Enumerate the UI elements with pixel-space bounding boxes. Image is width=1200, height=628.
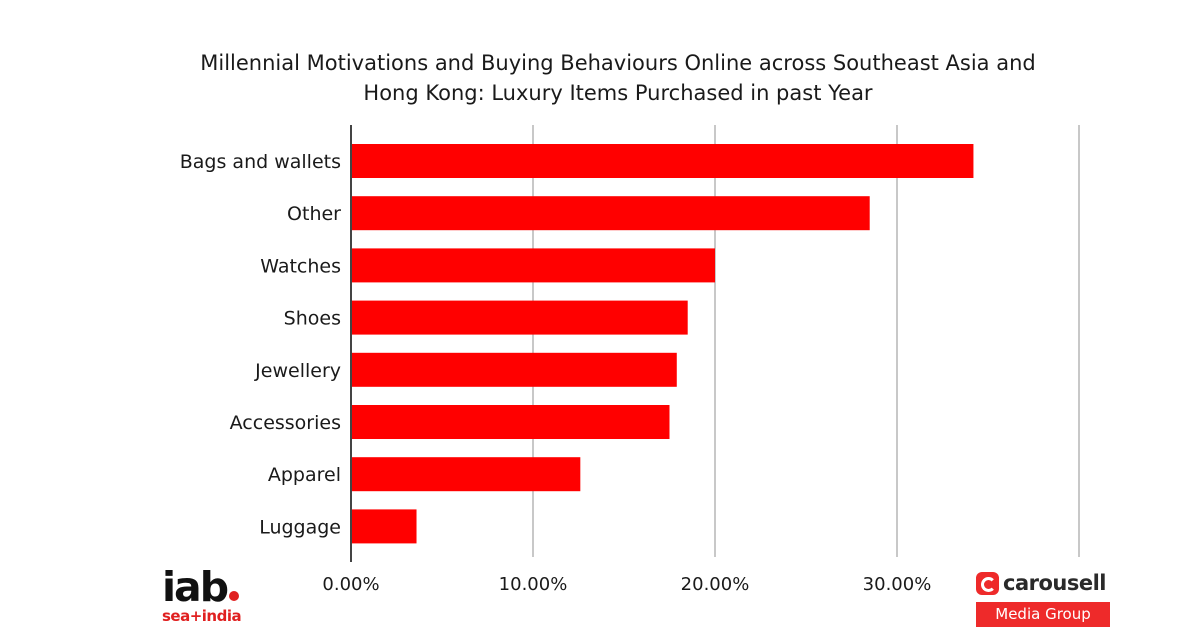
x-tick-label: 20.00%: [681, 574, 750, 595]
bar-apparel: [352, 457, 581, 492]
bar-jewellery: [352, 352, 677, 387]
carousell-c-icon: [976, 571, 999, 595]
bar-other: [352, 196, 870, 231]
iab-logo-text: iab: [162, 563, 229, 611]
category-label: Bags and wallets: [180, 151, 341, 173]
category-label: Jewellery: [254, 360, 341, 382]
category-label: Apparel: [268, 464, 341, 486]
carousell-media-group-logo: carousell Media Group: [976, 570, 1116, 628]
x-tick-label: 10.00%: [499, 574, 568, 595]
category-label: Watches: [260, 255, 341, 277]
iab-sea-india-logo: iab sea+india: [162, 567, 272, 628]
category-label: Other: [287, 203, 341, 225]
carousell-logo-text: carousell: [1003, 571, 1107, 595]
bar-luggage: [352, 509, 417, 544]
bar-accessories: [352, 405, 670, 439]
category-label: Shoes: [284, 308, 341, 330]
iab-dot-icon: [229, 591, 240, 601]
x-tick-label: 0.00%: [322, 574, 379, 595]
category-label: Accessories: [230, 412, 341, 434]
bar-bags-and-wallets: [352, 144, 974, 178]
media-group-badge: Media Group: [976, 602, 1110, 627]
chart-title-line: Millennial Motivations and Buying Behavi…: [200, 51, 1035, 75]
iab-logo-subtext: sea+india: [162, 607, 242, 625]
chart-title-line: Hong Kong: Luxury Items Purchased in pas…: [363, 81, 873, 105]
x-tick-label: 30.00%: [863, 574, 932, 595]
category-label: Luggage: [259, 516, 341, 538]
bar-shoes: [352, 300, 688, 335]
bar-watches: [352, 248, 715, 283]
